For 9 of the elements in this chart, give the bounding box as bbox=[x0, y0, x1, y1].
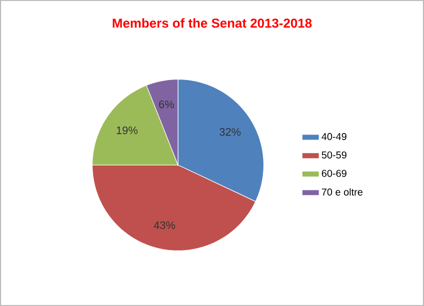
chart-title: Members of the Senat 2013-2018 bbox=[112, 18, 312, 28]
data-label: 43% bbox=[154, 221, 176, 230]
legend-label: 60-69 bbox=[322, 170, 346, 177]
data-label: 19% bbox=[116, 126, 138, 134]
legend-label: 40-49 bbox=[322, 133, 346, 140]
data-label: 32% bbox=[220, 128, 241, 136]
legend-label: 50-59 bbox=[322, 151, 346, 158]
data-label: 6% bbox=[159, 100, 174, 108]
legend-label: 70 e oltre bbox=[322, 188, 362, 196]
